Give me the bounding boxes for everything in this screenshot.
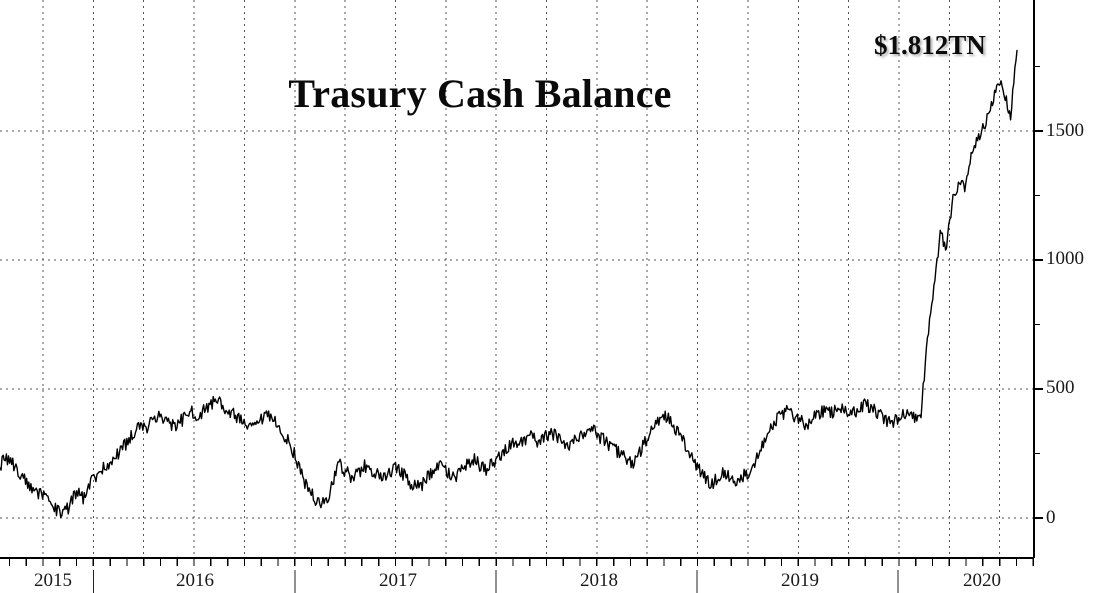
x-axis-tick-label: 2019 [781,570,819,591]
x-axis-ticks [8,558,1034,566]
data-series-line [0,49,1018,519]
x-axis-tick-label: 2017 [379,570,417,591]
y-axis-tick-label: 1500 [1046,120,1084,141]
axis-lines [0,0,1035,559]
x-axis-tick-label: 2018 [580,570,618,591]
x-axis-tick-label: 2015 [34,570,72,591]
horizontal-gridlines [0,130,1034,519]
x-axis-tick-label: 2020 [963,570,1001,591]
y-axis-tick-label: 0 [1046,507,1056,528]
y-axis-ticks [1034,65,1043,520]
x-axis-tick-label: 2016 [176,570,214,591]
y-axis-tick-label: 500 [1046,377,1075,398]
x-axis-year-separators [92,570,899,593]
vertical-gridlines [42,0,1001,558]
y-axis-tick-label: 1000 [1046,248,1084,269]
